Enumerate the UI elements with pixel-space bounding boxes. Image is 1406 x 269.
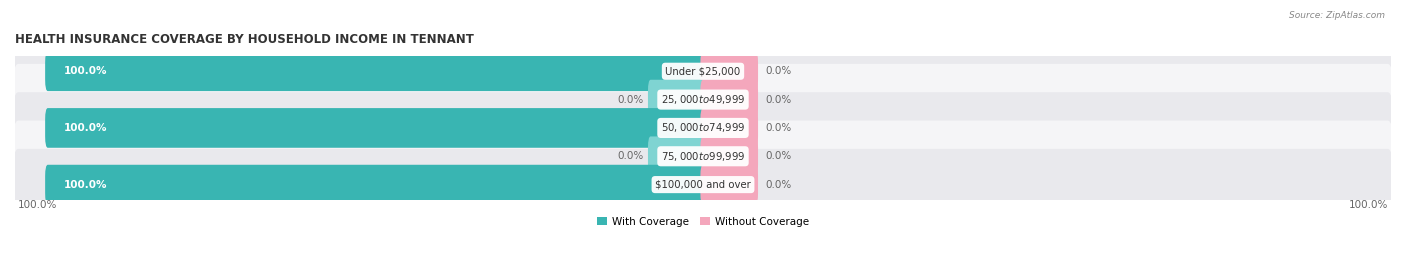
Text: Under $25,000: Under $25,000 (665, 66, 741, 76)
Text: HEALTH INSURANCE COVERAGE BY HOUSEHOLD INCOME IN TENNANT: HEALTH INSURANCE COVERAGE BY HOUSEHOLD I… (15, 33, 474, 46)
FancyBboxPatch shape (13, 36, 1393, 107)
FancyBboxPatch shape (700, 51, 758, 91)
Text: $25,000 to $49,999: $25,000 to $49,999 (661, 93, 745, 106)
Text: 0.0%: 0.0% (617, 95, 644, 105)
FancyBboxPatch shape (700, 108, 758, 148)
FancyBboxPatch shape (648, 136, 706, 176)
FancyBboxPatch shape (700, 80, 758, 119)
Text: Source: ZipAtlas.com: Source: ZipAtlas.com (1289, 11, 1385, 20)
Text: 0.0%: 0.0% (765, 123, 792, 133)
FancyBboxPatch shape (700, 136, 758, 176)
Text: 0.0%: 0.0% (765, 95, 792, 105)
Text: 100.0%: 100.0% (65, 180, 108, 190)
FancyBboxPatch shape (45, 108, 706, 148)
Text: 100.0%: 100.0% (65, 66, 108, 76)
Text: 100.0%: 100.0% (65, 123, 108, 133)
Text: 0.0%: 0.0% (765, 66, 792, 76)
Text: 100.0%: 100.0% (1348, 200, 1388, 210)
Text: $50,000 to $74,999: $50,000 to $74,999 (661, 121, 745, 134)
FancyBboxPatch shape (45, 165, 706, 204)
FancyBboxPatch shape (13, 149, 1393, 220)
Text: 0.0%: 0.0% (765, 180, 792, 190)
Text: $100,000 and over: $100,000 and over (655, 180, 751, 190)
Text: 0.0%: 0.0% (765, 151, 792, 161)
Text: $75,000 to $99,999: $75,000 to $99,999 (661, 150, 745, 163)
Text: 100.0%: 100.0% (18, 200, 58, 210)
FancyBboxPatch shape (13, 92, 1393, 164)
FancyBboxPatch shape (648, 80, 706, 119)
Text: 0.0%: 0.0% (617, 151, 644, 161)
Legend: With Coverage, Without Coverage: With Coverage, Without Coverage (596, 217, 810, 227)
FancyBboxPatch shape (45, 51, 706, 91)
FancyBboxPatch shape (700, 165, 758, 204)
FancyBboxPatch shape (13, 64, 1393, 135)
FancyBboxPatch shape (13, 121, 1393, 192)
